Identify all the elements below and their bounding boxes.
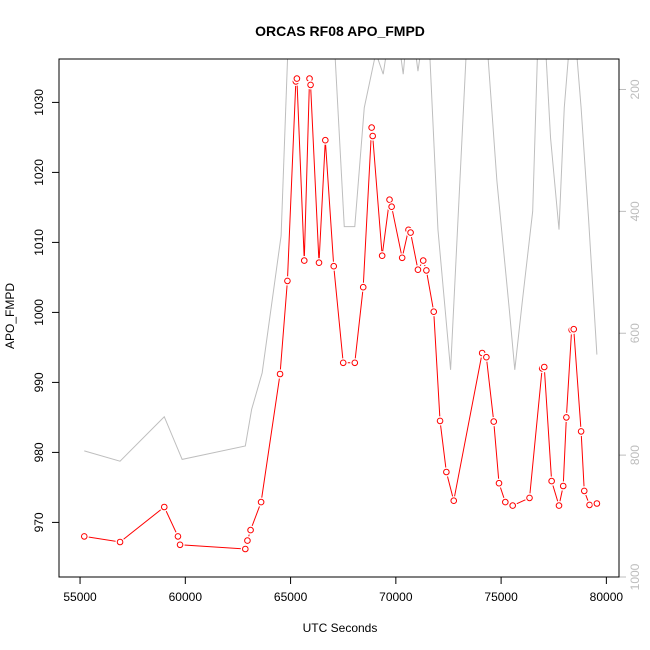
data-point	[368, 124, 375, 131]
data-point	[300, 257, 308, 264]
y-tick-label: 980	[32, 442, 46, 462]
x-tick-label: 65000	[274, 590, 308, 604]
data-point	[307, 81, 314, 89]
data-point	[359, 283, 367, 291]
data-point	[242, 545, 249, 553]
data-point	[369, 132, 376, 140]
y-tick-label: 970	[32, 512, 46, 532]
data-point	[577, 428, 585, 435]
data-point	[388, 203, 395, 210]
y-tick-label: 990	[32, 372, 46, 392]
y-tick-label: 1000	[32, 299, 46, 326]
data-point	[176, 541, 184, 549]
data-point	[563, 414, 570, 421]
data-point	[548, 477, 555, 485]
x-axis: 55000 60000 65000 70000 75000 80000	[63, 576, 624, 604]
y-tick-label: 1010	[32, 229, 46, 256]
data-point	[322, 136, 329, 144]
data-point	[555, 502, 563, 509]
y2-tick-label: 800	[628, 445, 642, 465]
y-tick-label: 1030	[32, 89, 46, 116]
y-axis: 970 980 990 1000 1010 1020 1030	[32, 89, 60, 532]
data-point	[378, 252, 386, 259]
y2-tick-label: 200	[628, 79, 642, 99]
data-point	[436, 417, 444, 425]
data-point	[276, 370, 284, 378]
data-point	[593, 500, 601, 507]
data-point	[540, 363, 548, 371]
data-point	[586, 501, 593, 509]
chart-title: ORCAS RF08 APO_FMPD	[255, 23, 425, 39]
data-point	[174, 533, 182, 540]
series-line-primary	[84, 78, 597, 550]
x-tick-label: 60000	[169, 590, 203, 604]
series-line-secondary	[84, 59, 598, 462]
data-point	[570, 325, 578, 333]
data-point	[257, 498, 265, 506]
y2-tick-label: 1000	[628, 563, 642, 590]
data-point	[450, 497, 458, 505]
y2-tick-label: 400	[628, 201, 642, 221]
data-point	[315, 259, 323, 267]
data-point	[559, 482, 567, 490]
data-point	[80, 533, 88, 540]
x-axis-label: UTC Seconds	[303, 621, 378, 635]
series-primary-layer	[79, 74, 602, 554]
data-point	[407, 229, 414, 236]
data-point	[580, 487, 588, 495]
y2-axis-right: 200 400 600 800 1000	[618, 79, 642, 590]
data-point	[244, 537, 251, 544]
data-point	[502, 498, 509, 506]
data-point	[330, 262, 338, 270]
data-point	[398, 254, 406, 262]
data-point	[526, 494, 533, 502]
data-point	[339, 359, 347, 367]
y-axis-label: APO_FMPD	[3, 283, 17, 349]
plot-frame	[58, 58, 620, 578]
data-point	[116, 538, 124, 546]
data-point	[284, 277, 291, 285]
y-tick-label: 1020	[32, 159, 46, 186]
y2-tick-label: 600	[628, 323, 642, 343]
data-point	[160, 503, 168, 511]
data-point	[419, 257, 427, 264]
data-point	[351, 359, 359, 367]
data-point	[483, 353, 490, 361]
data-point	[293, 75, 301, 82]
data-point	[247, 526, 254, 534]
x-tick-label: 70000	[379, 590, 413, 604]
data-point	[430, 308, 438, 316]
x-tick-label: 80000	[590, 590, 624, 604]
data-point	[509, 502, 516, 509]
data-point	[423, 267, 430, 274]
data-point	[490, 418, 498, 425]
data-point	[443, 468, 450, 476]
data-point	[386, 196, 393, 203]
x-tick-label: 75000	[484, 590, 518, 604]
x-tick-label: 55000	[63, 590, 97, 604]
data-point	[414, 266, 422, 274]
data-point	[495, 479, 503, 487]
series-secondary-layer	[84, 59, 598, 462]
